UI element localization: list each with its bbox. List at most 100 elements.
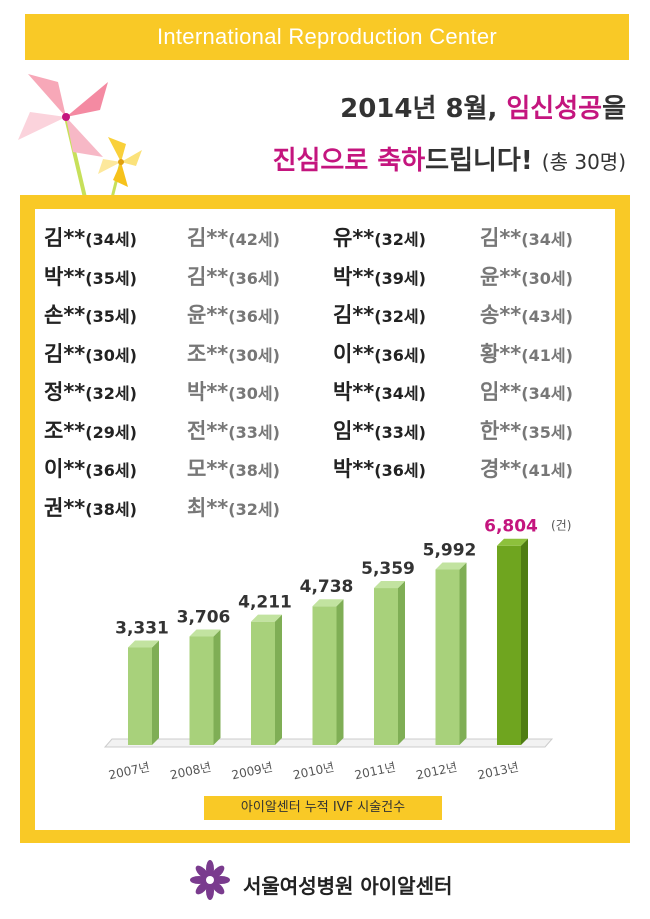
patient-age: (30세) (228, 384, 280, 403)
flower-logo-icon (190, 860, 230, 900)
bar (251, 614, 282, 745)
patient-name: 조** (187, 341, 229, 366)
patient-name: 이** (333, 341, 375, 366)
patient-age: (36세) (228, 268, 280, 288)
patient-name: 윤** (480, 264, 522, 289)
patient-name: 박** (44, 264, 86, 289)
patient-age: (36세) (374, 345, 426, 365)
name-entry: 한**(35세) (480, 415, 573, 445)
name-entry: 권**(38세) (44, 492, 137, 522)
patient-name: 박** (187, 380, 229, 404)
patient-age: (32세) (374, 230, 426, 249)
name-entry: 임**(33세) (333, 415, 426, 445)
category-label: 2007년 (107, 760, 151, 782)
patient-age: (36세) (374, 461, 426, 480)
patient-name: 한** (480, 418, 522, 443)
patient-name: 임** (333, 418, 375, 443)
patient-name: 조** (44, 418, 86, 443)
patient-name: 박** (333, 380, 375, 404)
patient-age: (41세) (521, 345, 573, 365)
category-label: 2011년 (353, 760, 397, 782)
name-entry: 김**(36세) (187, 261, 280, 291)
name-entry: 박**(39세) (333, 261, 426, 291)
headline-line-1: 2014년 8월, 임신성공을 (340, 94, 626, 124)
name-entry: 박**(35세) (44, 261, 137, 291)
patient-age: (36세) (85, 461, 137, 480)
patient-age: (32세) (374, 307, 426, 326)
patient-age: (32세) (228, 499, 280, 519)
patient-name: 최** (187, 495, 229, 520)
unit-label: (건) (551, 519, 571, 533)
name-entry: 모**(38세) (187, 453, 280, 483)
name-entry: 윤**(30세) (480, 261, 573, 291)
patient-age: (43세) (521, 307, 573, 326)
name-entry: 정**(32세) (44, 376, 137, 406)
patient-name: 박** (333, 264, 375, 289)
category-label: 2009년 (230, 760, 274, 782)
patient-age: (35세) (521, 422, 573, 442)
patient-name: 김** (187, 264, 229, 289)
bar (312, 599, 344, 745)
yellow-pinwheel-icon (98, 137, 142, 187)
name-entry: 이**(36세) (333, 338, 426, 368)
patient-age: (38세) (85, 499, 137, 519)
name-entry: 김**(32세) (333, 299, 426, 329)
bar-value-label: 5,992 (423, 541, 477, 561)
patient-age: (34세) (521, 230, 573, 249)
name-entry: 송**(43세) (480, 299, 573, 329)
ivf-bar-chart: 3,331 2007년 3,706 2008년 4,211 2009년 4,738 2010년… (103, 517, 571, 782)
patient-age: (29세) (85, 422, 137, 442)
chart-title: 아이알센터 누적 IVF 시술건수 (204, 796, 442, 820)
category-label: 2008년 (169, 760, 213, 782)
patient-age: (34세) (85, 230, 137, 249)
name-entry: 조**(30세) (187, 338, 280, 368)
bar-value-label: 6,804 (484, 517, 538, 537)
name-entry: 김**(34세) (44, 222, 137, 252)
name-entry: 김**(34세) (480, 222, 573, 252)
name-entry: 조**(29세) (44, 415, 137, 445)
bar (128, 640, 159, 745)
patient-name: 박** (333, 457, 375, 481)
patient-age: (34세) (521, 384, 573, 403)
bar (497, 538, 528, 745)
patient-name: 모** (187, 457, 229, 481)
patient-name: 경** (480, 457, 522, 481)
patient-age: (35세) (85, 307, 137, 326)
patient-name: 윤** (187, 303, 229, 327)
name-entry: 최**(32세) (187, 492, 280, 522)
patient-name: 송** (480, 303, 522, 327)
patient-age: (30세) (228, 345, 280, 365)
name-entry: 유**(32세) (333, 222, 426, 252)
hospital-name: 서울여성병원 아이알센터 (243, 874, 453, 898)
patient-name: 권** (44, 495, 86, 520)
bar-value-label: 4,738 (300, 577, 354, 597)
patient-age: (30세) (521, 268, 573, 288)
name-entry: 이**(36세) (44, 453, 137, 483)
bar-value-label: 4,211 (238, 593, 292, 613)
patient-age: (35세) (85, 268, 137, 288)
name-entry: 김**(42세) (187, 222, 280, 252)
bar-value-label: 5,359 (361, 559, 415, 579)
patient-name: 정** (44, 380, 86, 404)
bar (189, 629, 221, 745)
patient-name: 황** (480, 341, 522, 366)
headline-highlight-2: 진심으로 축하 (272, 146, 426, 176)
bar (374, 581, 405, 745)
name-entry: 경**(41세) (480, 453, 573, 483)
patient-name: 김** (187, 226, 229, 250)
patient-name: 김** (44, 341, 86, 366)
category-label: 2013년 (476, 760, 520, 782)
patient-age: (33세) (228, 422, 280, 442)
patient-age: (41세) (521, 461, 573, 480)
patient-age: (36세) (228, 307, 280, 326)
name-entry: 박**(36세) (333, 453, 426, 483)
patient-name: 이** (44, 457, 86, 481)
banner: International Reproduction Center (25, 14, 629, 60)
patient-age: (32세) (85, 384, 137, 403)
patient-name: 김** (480, 226, 522, 250)
bar-value-label: 3,706 (177, 607, 231, 627)
patient-age: (39세) (374, 268, 426, 288)
patient-name: 임** (480, 380, 522, 404)
name-entry: 전**(33세) (187, 415, 280, 445)
patient-age: (42세) (228, 230, 280, 249)
